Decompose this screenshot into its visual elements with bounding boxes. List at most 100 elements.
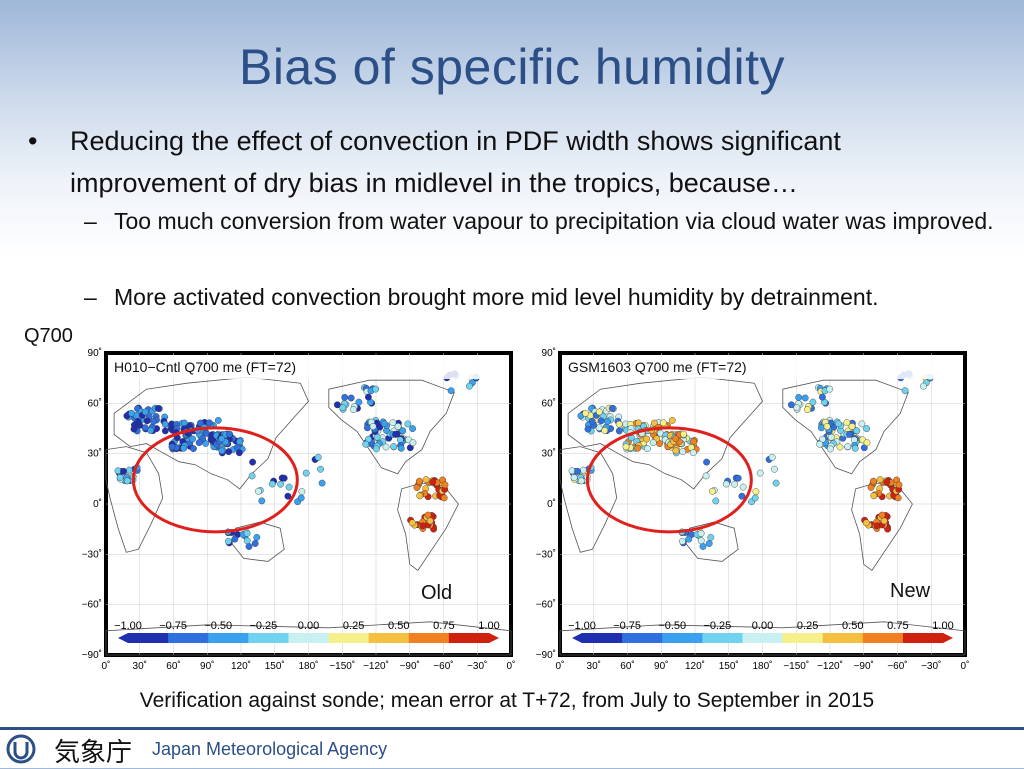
station-dot (703, 458, 711, 466)
station-dot (672, 447, 680, 455)
lat-tick-label: 60˚ (88, 397, 102, 409)
station-dot (314, 453, 322, 461)
station-dot (873, 522, 881, 530)
station-dot (708, 487, 716, 495)
colorbar-segment (622, 633, 663, 643)
station-dot (809, 398, 817, 406)
station-dot (404, 420, 412, 428)
colorbar-tick-label: 0.00 (752, 620, 773, 632)
map-tag-old: Old (421, 582, 453, 604)
station-dot (297, 494, 305, 502)
station-dot (426, 517, 434, 525)
station-dot (876, 476, 884, 484)
station-dot (771, 465, 778, 473)
colorbar-tick-label: 1.00 (478, 620, 499, 632)
lat-tick-label: 0˚ (547, 498, 556, 510)
station-dot (823, 423, 831, 430)
station-dot (397, 444, 405, 452)
station-dot (168, 443, 176, 451)
colorbar-segment (902, 633, 944, 643)
station-dot (231, 535, 239, 543)
station-dot (424, 511, 432, 519)
agency-name-en: Japan Meteorological Agency (152, 739, 388, 759)
station-dot (394, 423, 402, 430)
map-panel-new: GSM1603 Q700 me (FT=72) −1.00 −0.75 −0.50 −0… (524, 345, 994, 675)
bias-map-new: GSM1603 Q700 me (FT=72) −1.00 −0.75 −0.50 −0… (536, 347, 970, 672)
map-tag-new: New (890, 580, 931, 602)
station-dot (817, 424, 825, 432)
station-dot (843, 419, 851, 427)
colorbar-tick-label: 0.75 (887, 620, 908, 632)
station-dot (440, 494, 448, 502)
continent-outline (559, 446, 618, 553)
level-label: Q700 (24, 325, 73, 347)
station-dot (392, 431, 399, 438)
station-dot (722, 480, 730, 488)
station-dot (597, 417, 605, 425)
colorbar-tick-label: 0.25 (797, 620, 818, 632)
station-dot (588, 418, 596, 425)
station-dot (254, 487, 262, 495)
continent-outline (559, 621, 966, 656)
station-dot (601, 427, 609, 434)
colorbar-tick-label: 0.50 (842, 620, 863, 632)
station-dot (318, 479, 326, 487)
colorbar-tick-label: −1.00 (114, 620, 142, 632)
station-dot (878, 511, 886, 519)
station-dot (390, 443, 398, 451)
station-dot (869, 477, 877, 485)
lat-tick-label: −60˚ (82, 599, 102, 611)
station-dot (818, 393, 826, 401)
map-title-box (562, 355, 963, 379)
station-dot (739, 483, 747, 491)
colorbar-segment (168, 633, 209, 643)
station-dot (870, 492, 878, 500)
station-dot (680, 430, 688, 438)
station-dot (341, 394, 349, 401)
lon-tick-label: 0˚ (961, 660, 970, 672)
station-dot (579, 466, 587, 474)
station-dot (243, 529, 251, 537)
lon-tick-label: 180˚ (752, 660, 772, 672)
station-dot (699, 543, 707, 550)
station-dot (804, 406, 811, 413)
station-dot (333, 401, 341, 409)
station-dot (123, 477, 131, 485)
station-dot (844, 443, 852, 451)
station-dot (751, 494, 759, 502)
station-dot (284, 492, 292, 500)
lon-tick-label: −60˚ (887, 660, 907, 672)
station-dot (419, 522, 427, 530)
station-dot (697, 537, 705, 545)
station-dot (369, 423, 377, 430)
colorbar-arrow-right (489, 633, 499, 643)
station-dot (161, 420, 169, 428)
station-dot (689, 449, 697, 457)
colorbar-segment (448, 633, 490, 643)
station-dot (650, 419, 658, 427)
lon-tick-label: 120˚ (231, 660, 251, 672)
station-dot (382, 443, 390, 451)
colorbar-tick-label: 0.00 (298, 620, 319, 632)
highlight-ellipse (585, 426, 753, 534)
station-dot (615, 427, 623, 435)
agency-name-jp: 気象庁 (54, 738, 133, 768)
colorbar-tick-label: −1.00 (568, 620, 596, 632)
jma-logo-icon (6, 734, 36, 764)
station-dot (415, 477, 423, 485)
station-dot (339, 404, 347, 411)
station-dot (298, 488, 306, 496)
station-dot (195, 439, 203, 447)
station-dot (399, 427, 407, 435)
station-dot (622, 443, 630, 451)
station-dot (465, 382, 473, 390)
station-dot (836, 443, 844, 451)
station-dot (218, 435, 226, 443)
map-title: GSM1603 Q700 me (FT=72) (568, 359, 747, 375)
station-dot (690, 438, 698, 446)
sub-dash: – (84, 284, 97, 310)
station-dot (901, 387, 909, 395)
lon-tick-label: 0˚ (102, 660, 111, 672)
bullet-text: Reducing the effect of convection in PDF… (70, 126, 841, 198)
lon-tick-label: −30˚ (467, 660, 487, 672)
